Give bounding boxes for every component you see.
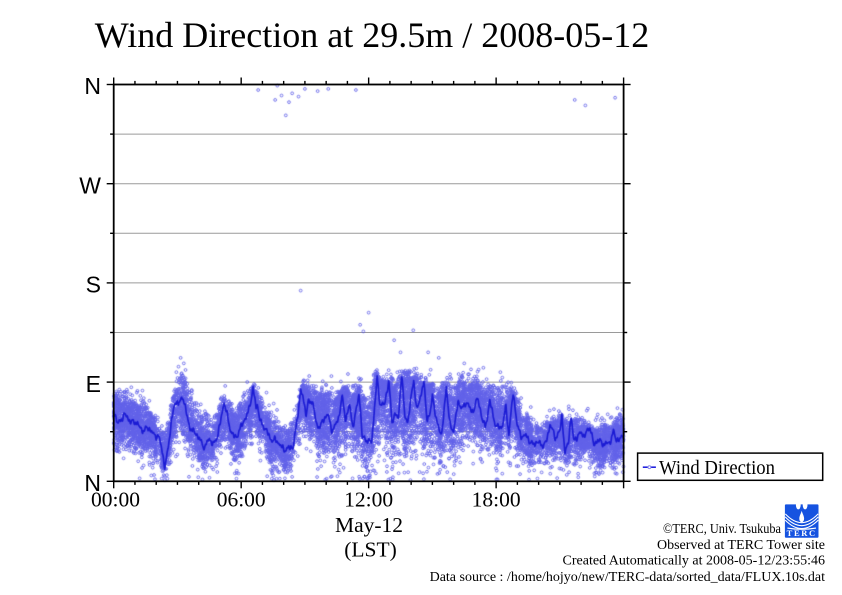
svg-text:18:00: 18:00: [472, 488, 521, 512]
svg-text:12:00: 12:00: [344, 488, 393, 512]
svg-text:Created Automatically at 2008-: Created Automatically at 2008-05-12/23:5…: [563, 554, 825, 569]
svg-text:May-12: May-12: [335, 513, 403, 537]
svg-text:N: N: [84, 73, 101, 99]
svg-text:S: S: [86, 272, 101, 298]
svg-text:TERC: TERC: [787, 528, 817, 538]
svg-text:W: W: [79, 172, 101, 198]
svg-text:00:00: 00:00: [91, 488, 140, 512]
svg-text:©TERC, Univ. Tsukuba: ©TERC, Univ. Tsukuba: [663, 522, 782, 537]
svg-text:Wind Direction at 29.5m / 2008: Wind Direction at 29.5m / 2008-05-12: [95, 15, 649, 55]
svg-text:Wind Direction: Wind Direction: [659, 458, 775, 479]
svg-text:(LST): (LST): [344, 538, 397, 562]
svg-text:Observed at TERC Tower site: Observed at TERC Tower site: [657, 538, 825, 553]
svg-text:Data source : /home/hojyo/new/: Data source : /home/hojyo/new/TERC-data/…: [430, 570, 826, 585]
svg-text:E: E: [86, 371, 101, 397]
svg-text:N: N: [84, 470, 101, 496]
svg-text:06:00: 06:00: [217, 488, 266, 512]
